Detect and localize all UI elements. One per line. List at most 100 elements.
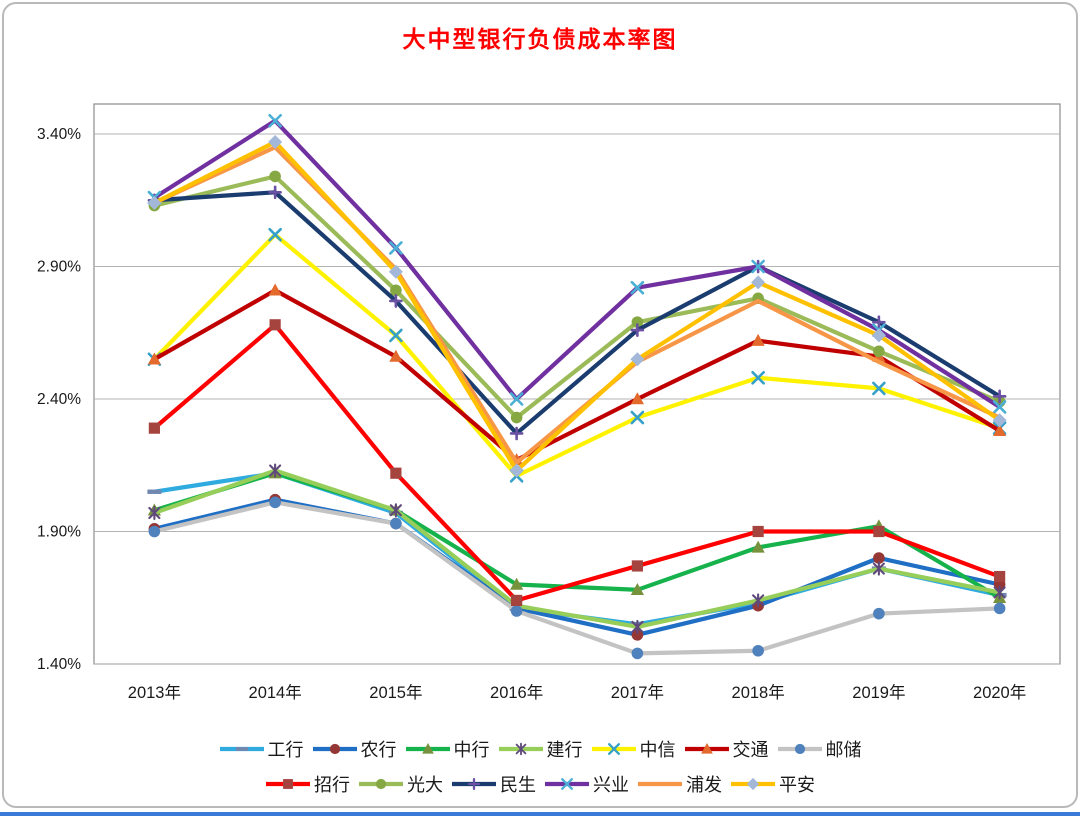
series-marker-square — [283, 779, 293, 789]
legend-label: 农行 — [360, 740, 397, 760]
line-chart-plot-area: 3.40% 2.90% 2.40% 1.90% 1.40% 2013年 2014年 2015年… — [37, 103, 1061, 702]
series-marker-diamond — [751, 275, 766, 290]
series-marker-circle — [375, 778, 387, 790]
x-tick-label: 2018年 — [732, 683, 785, 702]
series-marker-plus — [509, 426, 524, 441]
legend-item-10: 兴业 — [544, 771, 629, 797]
series-marker-diamond — [268, 134, 283, 149]
x-tick-label: 2016年 — [490, 683, 543, 702]
series-line-12 — [152, 139, 1002, 473]
legend-item-8: 光大 — [358, 771, 443, 797]
series-marker-triangle — [147, 352, 161, 365]
series-line-5 — [152, 288, 1002, 463]
legend-label: 光大 — [407, 775, 443, 795]
series-marker-circle — [510, 605, 523, 617]
series-marker-plus — [630, 323, 645, 337]
legend-item-9: 民生 — [451, 771, 536, 797]
series-marker-square — [752, 525, 764, 538]
legend-swatch — [219, 746, 264, 752]
series-marker-asterisk — [269, 463, 282, 478]
legend-swatch — [405, 743, 450, 754]
x-tick-label: 2017年 — [611, 683, 664, 702]
series-marker-x — [751, 259, 765, 274]
series-line-3 — [152, 468, 1002, 630]
series-marker-circle — [510, 411, 523, 424]
legend-item-5: 交通 — [684, 736, 769, 762]
series-line-1 — [152, 497, 1002, 637]
series-line-4 — [152, 232, 1002, 478]
x-tick-label: 2014年 — [249, 683, 302, 702]
series-marker-x — [630, 410, 645, 425]
series-line-7 — [152, 322, 1002, 603]
series-marker-square — [269, 319, 281, 331]
x-tick-label: 2020年 — [973, 683, 1026, 702]
legend-item-6: 邮储 — [777, 736, 862, 762]
legend-item-11: 浦发 — [637, 771, 722, 797]
legend-swatch — [452, 778, 496, 790]
series-marker-circle — [873, 345, 885, 358]
legend-item-12: 平安 — [730, 771, 815, 797]
series-marker-diamond — [746, 777, 760, 791]
y-tick-label: 1.90% — [37, 524, 81, 541]
chart-title: 大中型银行负债成本率图 — [402, 27, 678, 52]
legend-swatch — [731, 777, 775, 791]
series-line-8 — [152, 174, 1002, 420]
series-line-6 — [152, 500, 1002, 656]
y-tick-label: 1.40% — [37, 656, 81, 673]
legend-label: 邮储 — [825, 740, 862, 760]
series-marker-circle — [148, 525, 161, 538]
series-marker-square — [148, 422, 160, 434]
series-marker-asterisk — [515, 742, 526, 756]
legend-label: 工行 — [267, 740, 304, 760]
series-marker-x — [872, 381, 886, 396]
series-marker-triangle — [751, 540, 765, 553]
series-marker-plus — [268, 185, 282, 200]
legend-item-1: 农行 — [312, 736, 397, 762]
series-marker-asterisk — [872, 561, 885, 576]
legend-item-0: 工行 — [219, 736, 304, 762]
series-marker-circle — [329, 743, 340, 755]
legend-label: 中行 — [453, 740, 490, 760]
series-line-9 — [152, 190, 1002, 436]
y-tick-label: 2.90% — [37, 259, 81, 276]
series-marker-triangle — [751, 333, 765, 346]
series-marker-x — [268, 113, 282, 128]
legend-label: 平安 — [779, 775, 815, 795]
series-marker-circle — [390, 284, 402, 297]
series-marker-x — [992, 400, 1007, 414]
legend-label: 建行 — [546, 740, 583, 760]
legend-label: 兴业 — [593, 775, 629, 795]
series-marker-asterisk — [389, 503, 402, 518]
series-marker-triangle — [630, 392, 644, 405]
series-marker-x — [389, 328, 403, 343]
series-marker-circle — [269, 496, 281, 509]
series-marker-square — [631, 560, 643, 572]
series-marker-circle — [794, 743, 805, 755]
series-marker-x — [389, 241, 403, 255]
series-marker-triangle — [700, 743, 713, 754]
series-marker-x — [561, 778, 573, 790]
x-tick-label: 2015年 — [369, 683, 422, 702]
series-marker-x — [630, 280, 645, 295]
series-marker-dash — [235, 747, 248, 751]
series-marker-dash — [147, 489, 162, 494]
y-tick-label: 2.40% — [37, 391, 81, 408]
series-marker-asterisk — [148, 505, 161, 521]
series-marker-x — [751, 370, 765, 385]
series-marker-asterisk — [631, 619, 644, 634]
x-tick-label: 2013年 — [128, 683, 181, 702]
series-marker-triangle — [510, 577, 524, 590]
series-marker-circle — [631, 647, 644, 660]
series-marker-x — [509, 392, 524, 406]
legend-item-3: 建行 — [498, 736, 583, 762]
y-tick-label: 3.40% — [37, 126, 81, 143]
legend-swatch — [684, 743, 729, 754]
series-marker-diamond — [992, 413, 1007, 428]
legend-swatch — [591, 743, 636, 755]
series-marker-x — [268, 227, 282, 242]
series-marker-triangle — [389, 349, 403, 362]
legend-swatch — [777, 743, 822, 755]
series-marker-square — [511, 594, 523, 606]
series-marker-diamond — [388, 264, 403, 279]
series-marker-square — [994, 570, 1006, 583]
